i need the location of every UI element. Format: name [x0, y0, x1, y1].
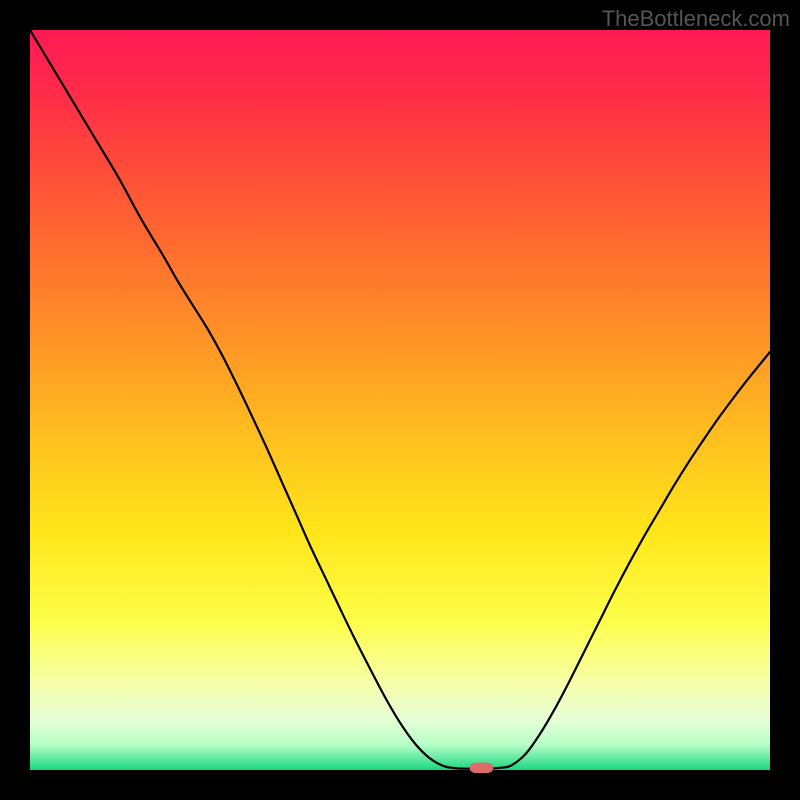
chart-frame: TheBottleneck.com: [0, 0, 800, 800]
watermark-text: TheBottleneck.com: [602, 6, 790, 32]
plot-background: [30, 30, 770, 770]
optimum-marker: [470, 763, 494, 773]
bottleneck-curve-chart: [0, 0, 800, 800]
